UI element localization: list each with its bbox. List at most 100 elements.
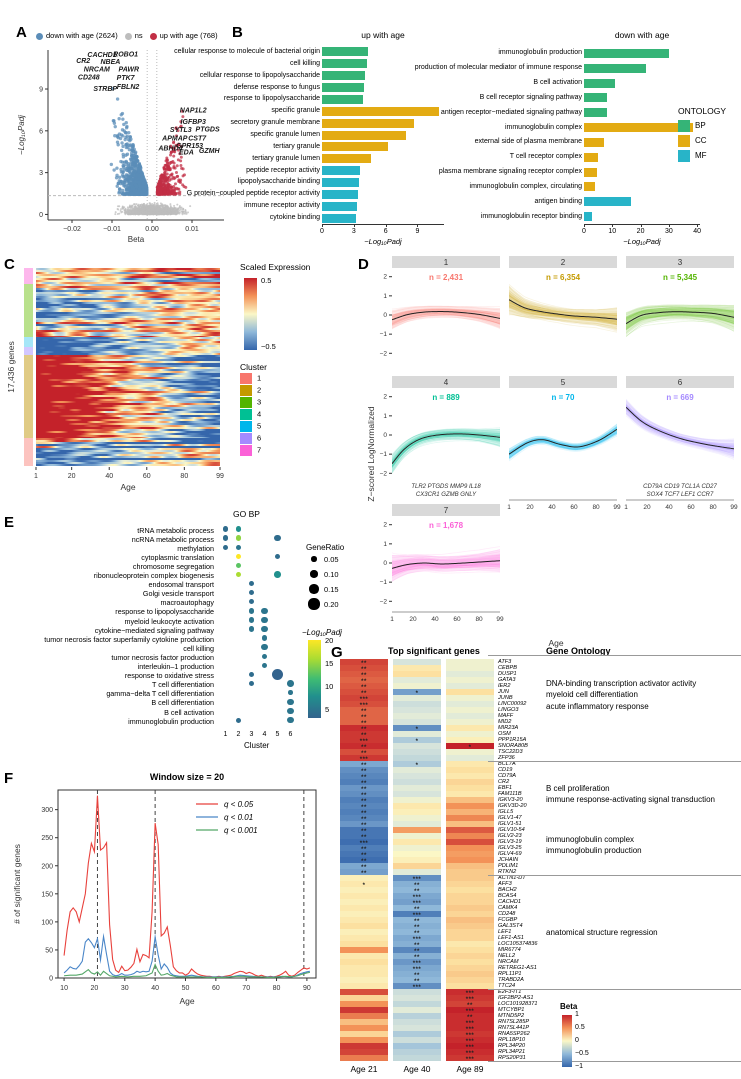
cluster-legend-item: 5 bbox=[240, 421, 370, 432]
bar-label: cellular response to lipopolysaccharide bbox=[199, 71, 320, 79]
g-significance-stars: ** bbox=[361, 750, 367, 757]
g-heat-cell bbox=[393, 893, 441, 899]
g-heat-cell bbox=[340, 1049, 388, 1055]
g-gene-label: AFF3 bbox=[498, 881, 512, 887]
cluster-legend-item: 3 bbox=[240, 397, 370, 408]
go-bar bbox=[584, 182, 596, 192]
g-heat-cell bbox=[446, 953, 494, 959]
x-tick-label: 40 bbox=[693, 228, 702, 235]
e-row-label: cytokine−mediated signaling pathway bbox=[94, 625, 214, 635]
g-heat-cell bbox=[393, 683, 441, 689]
g-significance-stars: *** bbox=[465, 1020, 475, 1027]
g-heat-cell bbox=[393, 875, 441, 881]
g-significance-stars: *** bbox=[412, 900, 422, 907]
g-heat-cell bbox=[393, 827, 441, 833]
e-row-label: tumor necrosis factor superfamily cytoki… bbox=[44, 634, 214, 644]
cluster-swatch-icon bbox=[240, 385, 252, 396]
g-go-annotation: immunoglobulin production bbox=[546, 846, 642, 856]
g-significance-stars: ** bbox=[361, 846, 367, 853]
g-heat-cell bbox=[393, 713, 441, 719]
go-bar bbox=[584, 108, 607, 118]
g-heat-cell bbox=[446, 779, 494, 785]
bar-label: antigen binding bbox=[534, 197, 583, 205]
chart-title: up with age bbox=[361, 30, 405, 40]
go-bar bbox=[322, 213, 356, 223]
g-go-annotation: anatomical structure regression bbox=[546, 928, 658, 937]
bar-label: specific granule lumen bbox=[250, 131, 320, 138]
bar-label: plasma membrane signaling receptor compl… bbox=[438, 168, 582, 176]
e-dot bbox=[235, 571, 242, 578]
e-row-label: tumor necrosis factor production bbox=[111, 652, 214, 662]
chart-title: down with age bbox=[614, 30, 670, 40]
go-bar bbox=[322, 177, 360, 187]
e-row-label: T cell differentiation bbox=[151, 680, 214, 690]
cluster-tick: 1 bbox=[223, 731, 228, 739]
expression-heatmap-canvas bbox=[6, 260, 240, 499]
heatmap-legends: Scaled Expression 0.5 −0.5 Cluster 1 2 3 4 5 6 7 bbox=[240, 262, 370, 456]
g-separator bbox=[488, 761, 741, 762]
g-significance-stars: ** bbox=[361, 708, 367, 715]
legend-label: up with age (768) bbox=[159, 31, 218, 40]
beta-gradient-bar bbox=[562, 1015, 572, 1067]
g-heat-cell bbox=[446, 731, 494, 737]
volcano-legend-item: down with age (2624) bbox=[36, 31, 118, 40]
padj-tick-label: 15 bbox=[325, 658, 334, 668]
g-heat-cell bbox=[446, 1043, 494, 1049]
go-bar bbox=[584, 78, 616, 88]
go-bar bbox=[322, 94, 364, 104]
e-dot bbox=[287, 698, 294, 705]
g-separator bbox=[488, 655, 741, 656]
g-gene-label: ZFP36 bbox=[498, 755, 515, 761]
g-heat-cell bbox=[393, 731, 441, 737]
x-axis-tick bbox=[612, 224, 614, 227]
panel-e-letter: E bbox=[4, 514, 15, 531]
g-gene-label: DUSP1 bbox=[498, 671, 517, 677]
g-gene-label: IGF2BP2-AS1 bbox=[498, 995, 534, 1001]
g-heat-cell bbox=[446, 959, 494, 965]
e-dot bbox=[222, 544, 229, 550]
cluster-legend-title: Cluster bbox=[240, 362, 267, 372]
g-heat-cell bbox=[446, 791, 494, 797]
g-significance-stars: * bbox=[468, 744, 472, 751]
go-bar bbox=[322, 47, 368, 57]
g-significance-stars: ** bbox=[361, 864, 367, 871]
g-significance-stars: ** bbox=[361, 762, 367, 769]
g-heat-cell bbox=[340, 683, 388, 689]
g-gene-label: LINGO3 bbox=[498, 707, 519, 713]
g-heat-cell bbox=[340, 1043, 388, 1049]
go-bar bbox=[322, 201, 357, 211]
g-significance-stars: ** bbox=[361, 834, 367, 841]
g-heat-cell bbox=[393, 935, 441, 941]
g-gene-label: LEF1-AS1 bbox=[498, 935, 524, 941]
e-dot bbox=[261, 607, 268, 614]
g-heat-cell bbox=[446, 785, 494, 791]
x-axis-tick bbox=[697, 224, 699, 227]
g-heat-cell bbox=[446, 929, 494, 935]
g-significance-stars: ** bbox=[361, 720, 367, 727]
g-significance-stars: ** bbox=[414, 978, 420, 985]
g-gene-label: SNORA80B bbox=[498, 743, 528, 749]
g-heat-cell bbox=[446, 1031, 494, 1037]
g-heat-cell bbox=[340, 977, 388, 983]
g-heat-cell bbox=[340, 743, 388, 749]
e-row-label: B cell differentiation bbox=[151, 698, 214, 708]
g-heat-cell bbox=[393, 851, 441, 857]
e-dot bbox=[235, 717, 241, 723]
g-heat-cell bbox=[340, 953, 388, 959]
bar-label: immunoglobulin production bbox=[498, 49, 582, 57]
g-significance-stars: ** bbox=[361, 804, 367, 811]
g-significance-stars: ** bbox=[361, 768, 367, 775]
g-heat-cell bbox=[340, 941, 388, 947]
g-heat-cell bbox=[340, 707, 388, 713]
g-heat-cell bbox=[340, 971, 388, 977]
e-dot bbox=[235, 535, 242, 541]
g-heat-cell bbox=[446, 767, 494, 773]
g-significance-stars: ** bbox=[361, 810, 367, 817]
g-heat-cell bbox=[340, 1007, 388, 1013]
scale-gradient-wrap: 0.5 −0.5 bbox=[240, 276, 370, 354]
g-heat-cell bbox=[446, 935, 494, 941]
g-heat-cell bbox=[340, 923, 388, 929]
g-heat-cell bbox=[393, 953, 441, 959]
bar-label: cellular response to molecule of bacteri… bbox=[174, 47, 320, 55]
